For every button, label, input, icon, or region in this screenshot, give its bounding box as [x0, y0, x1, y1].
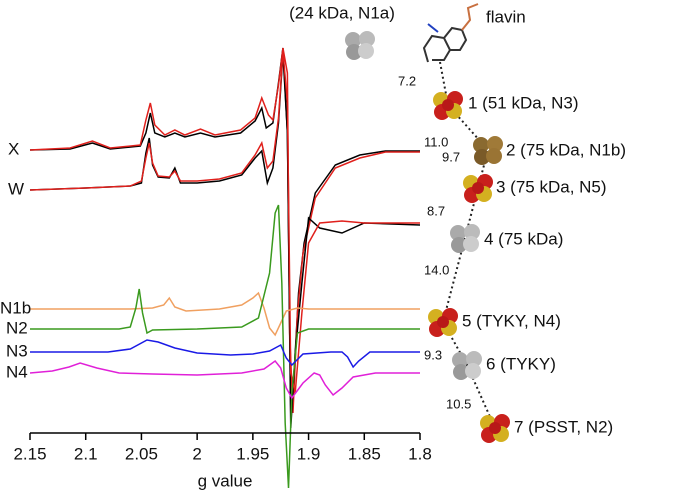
- series-line: [29, 359, 420, 400]
- distance: 10.5: [446, 396, 471, 411]
- n1a-label: (24 kDa, N1a): [289, 3, 395, 22]
- series-line: [29, 47, 420, 414]
- series-label: N4: [6, 362, 28, 381]
- distance: 9.3: [424, 347, 442, 362]
- cluster-label: 6 (TYKY): [486, 354, 556, 373]
- x-tick-label: 2.05: [125, 444, 158, 463]
- x-tick-label: 2.1: [74, 444, 98, 463]
- x-tick-label: 2: [192, 444, 201, 463]
- cluster-chain: (24 kDa, N1a) flavin 1 (51 kDa, N3) 2 (7…: [289, 3, 626, 443]
- series-line: [29, 52, 421, 429]
- x-tick-label: 1.8: [408, 444, 432, 463]
- x-tick-label: 2.15: [13, 444, 46, 463]
- flavin-label: flavin: [486, 7, 526, 26]
- distance: 14.0: [424, 262, 449, 277]
- x-tick-label: 1.85: [348, 444, 381, 463]
- cluster: [433, 91, 463, 120]
- cluster-n1a: [345, 31, 375, 60]
- x-tick-label: 1.95: [236, 444, 269, 463]
- series-label: N1b: [0, 298, 31, 317]
- cluster-label: 1 (51 kDa, N3): [468, 93, 579, 112]
- cluster-label: 4 (75 kDa): [484, 229, 563, 248]
- distance: 8.7: [427, 203, 445, 218]
- cluster: [473, 136, 503, 165]
- x-tick-label: 1.9: [297, 444, 321, 463]
- cluster-label: 3 (75 kDa, N5): [496, 177, 607, 196]
- cluster-label: 2 (75 kDa, N1b): [506, 140, 626, 159]
- series-line: [29, 47, 420, 414]
- series-label: N2: [6, 318, 28, 337]
- distance: 9.7: [442, 149, 460, 164]
- flavin-molecule: [422, 3, 479, 63]
- plot-area: [29, 47, 421, 489]
- series-line: [29, 50, 420, 394]
- series-label: X: [8, 139, 19, 158]
- cluster: [463, 174, 493, 203]
- series-line: [30, 339, 420, 369]
- series-label: W: [8, 179, 24, 198]
- cluster-label: 7 (PSST, N2): [514, 417, 613, 436]
- cluster: [428, 308, 458, 337]
- series-line: [30, 291, 420, 337]
- cluster-label: 5 (TYKY, N4): [462, 311, 561, 330]
- distance: 11.0: [424, 134, 448, 149]
- x-axis-label: g value: [198, 471, 253, 490]
- cluster: [480, 414, 510, 443]
- distance: 7.2: [398, 73, 416, 88]
- series-label: N3: [6, 341, 28, 360]
